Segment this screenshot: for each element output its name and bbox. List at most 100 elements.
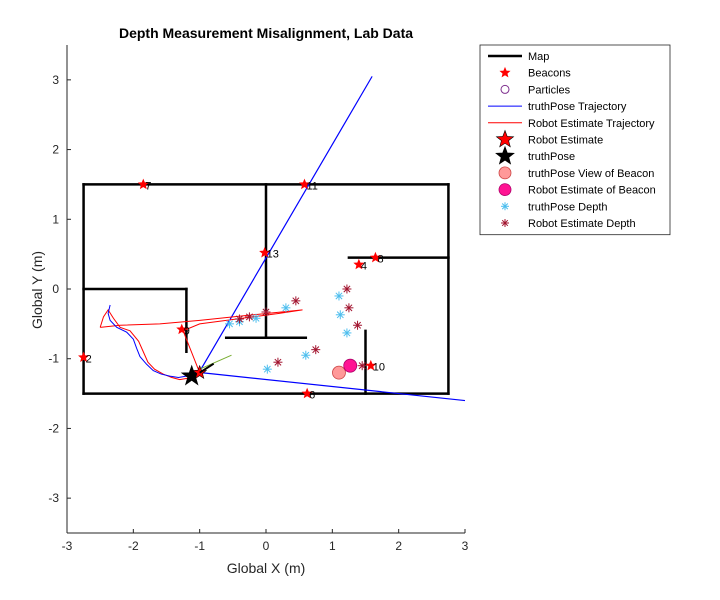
- estimate-depth-point-stroke: [292, 297, 300, 305]
- estimate-depth-point-stroke: [235, 315, 243, 323]
- estimate-depth-point-stroke: [354, 321, 362, 329]
- legend-swatch-estimate-depth-stroke: [501, 219, 509, 227]
- estimate-depth-point-stroke: [312, 346, 320, 354]
- estimate-depth-point-stroke: [358, 362, 366, 370]
- legend-label: Robot Estimate Depth: [528, 218, 636, 230]
- x-tick-label: 0: [263, 539, 270, 553]
- estimate-depth-point: [344, 303, 354, 313]
- legend-item: Particles: [500, 84, 571, 96]
- legend-swatch-truth-pose: [495, 145, 515, 165]
- beacon-label: 13: [267, 249, 279, 261]
- beacon-marker: [301, 387, 313, 399]
- estimate-depth-point-stroke: [345, 304, 353, 312]
- estimate-depth-point-stroke: [262, 308, 270, 316]
- legend-swatch-beacon: [499, 66, 511, 78]
- estimate-depth-point: [353, 320, 363, 330]
- legend-item: Robot Estimate Trajectory: [488, 118, 655, 130]
- legend-item: truthPose: [495, 145, 575, 165]
- truth-trajectory-line: [107, 304, 199, 379]
- truth-depth-point: [342, 328, 352, 338]
- truth-depth-point: [262, 364, 272, 374]
- y-tick-label: -2: [48, 421, 59, 435]
- beacon-marker: [137, 178, 149, 190]
- estimate-depth-point-stroke: [274, 358, 282, 366]
- beacon-marker: [259, 246, 271, 258]
- legend-swatch-truth-view: [498, 166, 512, 180]
- estimate-beacon-marker: [343, 358, 358, 373]
- beacon-marker: [298, 178, 311, 190]
- legend-item: Robot Estimate of Beacon: [498, 183, 656, 197]
- truth-depth-point-stroke: [252, 314, 260, 322]
- legend-label: Robot Estimate Trajectory: [528, 118, 655, 130]
- x-tick-label: 2: [395, 539, 402, 553]
- legend-label: Map: [528, 51, 549, 63]
- x-tick-label: 1: [329, 539, 336, 553]
- estimate-depth-point: [273, 357, 283, 367]
- legend-swatch-estimate-depth: [501, 219, 509, 227]
- legend-box: [479, 44, 671, 236]
- x-axis-label: Global X (m): [227, 560, 306, 576]
- truth-depth-point: [281, 303, 291, 313]
- estimate-depth-point-stroke: [245, 313, 253, 321]
- truth-depth-point-stroke: [226, 320, 234, 328]
- beacon-label: 8: [377, 254, 383, 266]
- x-tick-label: 3: [462, 539, 469, 553]
- x-tick-label: -3: [62, 539, 73, 553]
- legend-item: Robot Estimate Depth: [501, 218, 636, 230]
- estimate-heading-line: [199, 354, 232, 370]
- legend-swatch-truth-depth-stroke: [501, 203, 509, 210]
- beacon-label: 2: [86, 353, 92, 365]
- y-tick-label: 2: [52, 143, 59, 157]
- legend-item: Map: [488, 51, 549, 63]
- legend-label: truthPose: [528, 151, 575, 163]
- legend-label: truthPose View of Beacon: [528, 168, 654, 180]
- truth-depth-point: [225, 319, 235, 329]
- legend-item: Beacons: [499, 66, 571, 80]
- truth-depth-point: [301, 350, 311, 360]
- truth-depth-point: [335, 310, 345, 320]
- legend-swatch-truth-depth: [501, 202, 509, 211]
- y-tick-label: -1: [48, 352, 59, 366]
- plot-data: 7 11 13 84 9 2 10 6: [78, 76, 465, 402]
- beacon-label: 6: [309, 390, 315, 402]
- beacon-marker: [369, 251, 381, 263]
- truth-view-beacon-marker: [332, 365, 346, 380]
- legend-label: truthPose Trajectory: [528, 101, 627, 113]
- beacon-marker: [353, 258, 365, 270]
- estimate-depth-point: [234, 314, 244, 324]
- beacon-marker: [78, 351, 90, 363]
- legend-label: Robot Estimate: [528, 135, 603, 147]
- truth-depth-point-stroke: [282, 304, 290, 312]
- truth-depth-point-stroke: [335, 292, 343, 300]
- beacon-marker: [176, 323, 188, 335]
- truth-depth-point: [251, 313, 261, 323]
- truth-depth-point-stroke: [343, 329, 351, 337]
- truth-depth-point: [334, 291, 344, 301]
- estimate-depth-point: [342, 284, 352, 294]
- legend: Map Beacons Particles truthPose Trajectory R…: [479, 44, 671, 236]
- legend-item: Robot Estimate: [495, 129, 603, 148]
- truth-depth-point-stroke: [336, 311, 344, 319]
- estimate-depth-point: [261, 307, 271, 317]
- robot-estimate-heading: [199, 362, 215, 374]
- beacon-label: 11: [306, 180, 317, 192]
- legend-item: truthPose Depth: [501, 201, 608, 213]
- estimate-depth-point-stroke: [343, 285, 351, 293]
- plot-area: -3 -2 -1 0 1 2 3 -3 -2 -1 0 1 2 3 7 11 13 84 9 2 10 6: [48, 45, 469, 553]
- y-tick-label: 0: [52, 282, 59, 296]
- chart-title: Depth Measurement Misalignment, Lab Data: [119, 25, 413, 41]
- legend-label: Beacons: [528, 68, 571, 80]
- beacon-label: 7: [145, 180, 151, 192]
- legend-item: truthPose View of Beacon: [498, 166, 654, 180]
- legend-label: truthPose Depth: [528, 201, 608, 213]
- y-tick-label: 3: [52, 73, 59, 87]
- legend-label: Robot Estimate of Beacon: [528, 185, 656, 197]
- y-tick-label: -3: [48, 491, 59, 505]
- truth-view-line: [200, 372, 465, 402]
- estimate-depth-point: [244, 312, 254, 322]
- legend-item: truthPose Trajectory: [488, 101, 627, 113]
- truth-depth-point-stroke: [302, 351, 310, 359]
- x-tick-label: -2: [128, 539, 139, 553]
- x-tick-label: -1: [194, 539, 205, 553]
